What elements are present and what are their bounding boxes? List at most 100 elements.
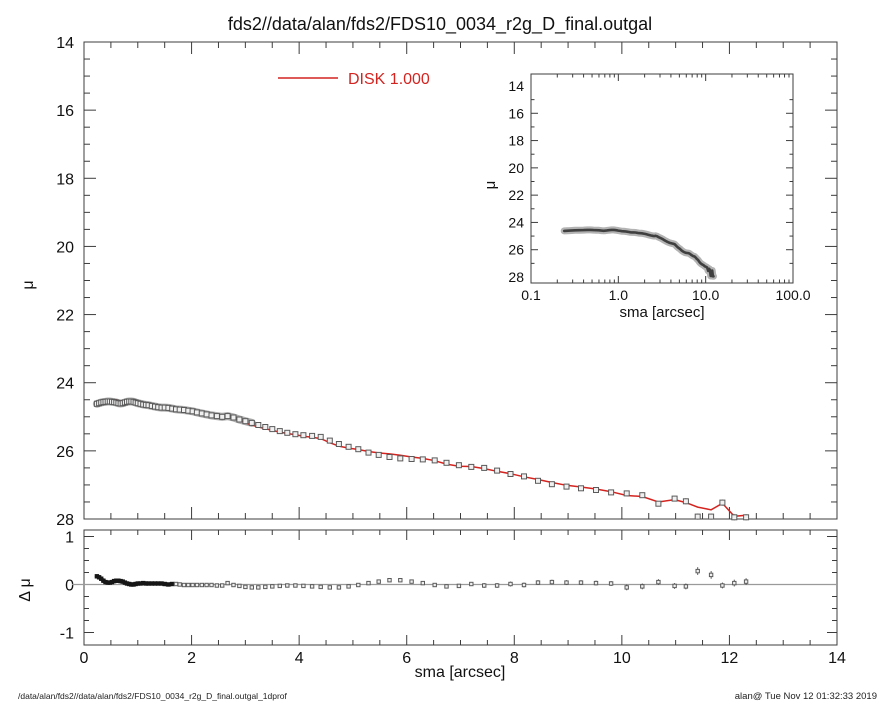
- data-point-square: [300, 432, 307, 439]
- residual-point-square: [444, 584, 449, 589]
- shared-x-tick-label: 2: [187, 650, 196, 667]
- main-y-tick-label: 26: [56, 444, 74, 461]
- main-y-tick-label: 28: [56, 512, 74, 529]
- inset-x-tick-label: 1.0: [609, 287, 629, 303]
- data-point-square: [608, 489, 615, 496]
- data-point-square: [208, 412, 215, 419]
- data-point-square: [309, 432, 316, 439]
- data-point-square: [548, 481, 555, 488]
- residual-point-square: [256, 585, 261, 590]
- data-point-square: [593, 487, 599, 493]
- data-point-square: [236, 416, 243, 423]
- residual-point-square: [220, 583, 225, 588]
- data-point-square: [248, 419, 255, 426]
- residual-point-square: [225, 580, 230, 586]
- inset-y-tick-label: 16: [508, 105, 524, 121]
- shared-x-axis-label: sma [arcsec]: [415, 664, 506, 681]
- residual-point-square: [237, 583, 242, 589]
- residual-point-square: [549, 579, 555, 585]
- data-point-square: [419, 456, 426, 463]
- inset-y-tick-label: 28: [508, 269, 524, 285]
- data-point-square: [386, 454, 393, 460]
- residual-point-square: [409, 579, 414, 584]
- residual-point-square: [387, 578, 392, 583]
- data-point-square: [623, 490, 630, 497]
- data-point-square: [719, 499, 726, 506]
- shared-x-tick-label: 0: [80, 650, 89, 667]
- data-point-square: [655, 500, 662, 507]
- data-point-square: [276, 428, 283, 435]
- main-plot-panel: 14 16 18 20 22 24 26 28: [56, 35, 838, 529]
- residual-point-square: [456, 583, 462, 589]
- inset-profile-halo: [560, 226, 717, 280]
- inset-log-plot-panel: 14 16 18 20 22 24 26 28 0.1 1.0 10.0 100.0: [508, 73, 811, 303]
- data-point-square: [198, 410, 205, 417]
- main-y-axis-label: μ: [20, 280, 37, 289]
- residual-point-square: [578, 580, 584, 585]
- data-point-square: [203, 411, 210, 418]
- inset-y-tick-label: 22: [508, 187, 524, 203]
- residual-point-square: [249, 585, 255, 590]
- data-point-square: [694, 513, 701, 520]
- data-point-square: [219, 413, 226, 420]
- footer-user-timestamp: alan@ Tue Nov 12 01:32:33 2019: [735, 691, 877, 702]
- data-point-square: [255, 422, 262, 428]
- shared-x-tick-label: 12: [721, 650, 739, 667]
- inset-y-axis-label: μ: [482, 181, 499, 190]
- residual-point-square: [190, 582, 195, 588]
- residual-y-tick-label: 0: [65, 578, 74, 595]
- data-point-square: [262, 424, 269, 430]
- main-y-tick-label: 24: [56, 376, 74, 393]
- inset-x-tick-label: 100.0: [775, 287, 810, 303]
- residual-point-square: [564, 580, 569, 585]
- shared-x-tick-label: 4: [295, 650, 304, 667]
- data-point-square: [443, 459, 450, 466]
- inset-profile-line: [562, 228, 715, 278]
- residual-point-square: [494, 583, 500, 588]
- data-point-square: [731, 514, 738, 521]
- main-y-tick-label: 16: [56, 103, 74, 120]
- data-point-square: [365, 449, 372, 456]
- data-point-square: [494, 467, 501, 474]
- inset-y-tick-label: 18: [508, 133, 524, 149]
- residual-point-square: [336, 585, 342, 590]
- data-point-square: [535, 477, 541, 484]
- data-point-square: [507, 471, 514, 477]
- shared-x-tick-label: 6: [402, 650, 411, 667]
- data-point-square: [317, 433, 324, 440]
- residual-point-square: [301, 583, 306, 589]
- residual-point-square: [720, 583, 725, 588]
- axes-frame: [83, 41, 838, 520]
- inset-y-tick-label: 20: [508, 160, 524, 176]
- residual-point-square: [376, 579, 381, 584]
- page-title: fds2//data/alan/fds2/FDS10_0034_r2g_D_fi…: [228, 14, 652, 35]
- data-point-square: [230, 414, 237, 421]
- data-point-square: [213, 413, 220, 420]
- inset-x-tick-label: 10.0: [692, 287, 719, 303]
- residual-point-square: [672, 583, 677, 589]
- residual-point-square: [508, 581, 513, 587]
- residual-point-square: [231, 582, 236, 588]
- residual-y-tick-label: 1: [65, 530, 74, 547]
- residual-point-square: [398, 578, 403, 583]
- data-point-square: [563, 483, 570, 490]
- data-point-square: [284, 429, 291, 436]
- shared-x-tick-label: 10: [613, 650, 631, 667]
- data-point-square: [335, 441, 342, 447]
- residual-point-square: [309, 584, 315, 589]
- data-point-square: [408, 456, 415, 462]
- data-point-square: [578, 485, 584, 492]
- footer-file-path: /data/alan/fds2//data/alan/fds2/FDS10_00…: [18, 691, 288, 701]
- residual-point-square: [199, 582, 205, 588]
- residual-point-square: [214, 583, 220, 588]
- residual-point-square: [204, 582, 209, 588]
- data-point-square: [455, 462, 462, 469]
- data-point-square: [521, 473, 527, 480]
- main-y-tick-label: 14: [56, 35, 74, 52]
- residual-point-square: [356, 582, 361, 588]
- residual-point-square: [186, 582, 191, 588]
- residual-y-axis-label: Δ μ: [17, 578, 34, 601]
- residual-point-square: [277, 583, 283, 589]
- residual-point-square: [656, 579, 661, 585]
